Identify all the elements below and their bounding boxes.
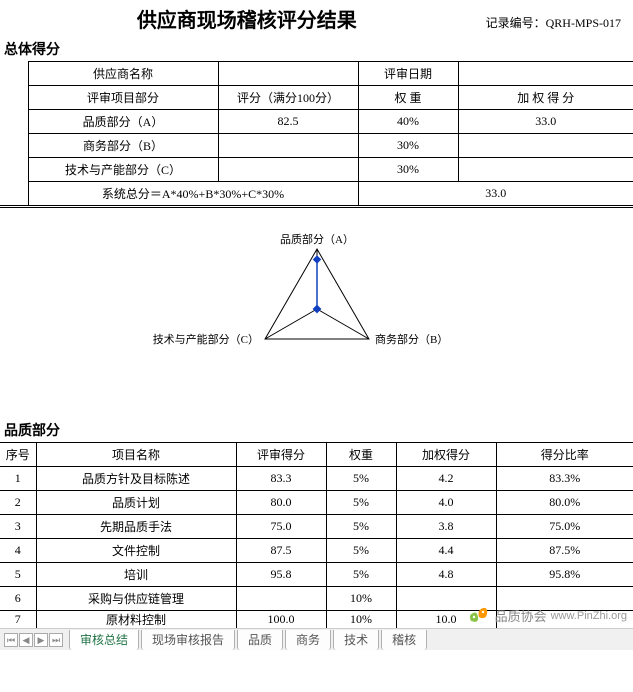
q-row-ratio: 83.3% — [496, 467, 633, 491]
sheet-tab[interactable]: 审核总结 — [69, 630, 139, 650]
watermark-url: www.PinZhi.org — [551, 610, 627, 622]
overall-row-weight: 40% — [358, 110, 458, 134]
q-row-score: 100.0 — [236, 611, 326, 629]
q-row-ratio: 87.5% — [496, 539, 633, 563]
tab-nav-last-icon[interactable]: ⏭ — [49, 633, 63, 647]
q-row-name: 采购与供应链管理 — [36, 587, 236, 611]
q-row-weighted: 3.8 — [396, 515, 496, 539]
q-row-name: 先期品质手法 — [36, 515, 236, 539]
q-row-name: 文件控制 — [36, 539, 236, 563]
q-row-seq: 7 — [0, 611, 36, 629]
q-row-ratio: 75.0% — [496, 515, 633, 539]
q-row-seq: 3 — [0, 515, 36, 539]
record-number: 记录编号：QRH-MPS-017 — [486, 14, 621, 31]
tab-nav-prev-icon[interactable]: ◀ — [19, 633, 33, 647]
q-row-score: 87.5 — [236, 539, 326, 563]
overall-row-weight: 30% — [358, 158, 458, 182]
overall-row-score — [218, 134, 358, 158]
weighted-header: 加 权 得 分 — [458, 86, 633, 110]
sheet-tab[interactable]: 现场审核报告 — [141, 630, 235, 650]
q-header-seq: 序号 — [0, 443, 36, 467]
watermark-logo-icon — [465, 603, 491, 628]
radar-chart: 品质部分（A） 商务部分（B） 技术与产能部分（C） — [0, 208, 633, 390]
total-value: 33.0 — [358, 182, 633, 206]
q-row-seq: 4 — [0, 539, 36, 563]
q-row-ratio: 95.8% — [496, 563, 633, 587]
tab-nav-first-icon[interactable]: ⏮ — [4, 633, 18, 647]
q-row-name: 培训 — [36, 563, 236, 587]
supplier-name-label: 供应商名称 — [28, 62, 218, 86]
overall-row-score: 82.5 — [218, 110, 358, 134]
overall-table: 供应商名称 评审日期 评审项目部分 评分（满分100分） 权 重 加 权 得 分… — [0, 61, 633, 206]
q-row-weighted: 4.0 — [396, 491, 496, 515]
overall-row-weight: 30% — [358, 134, 458, 158]
page-title: 供应商现场稽核评分结果 — [8, 4, 486, 33]
q-header-weight: 权重 — [326, 443, 396, 467]
supplier-name-value — [218, 62, 358, 86]
q-row-seq: 5 — [0, 563, 36, 587]
quality-table: 序号 项目名称 评审得分 权重 加权得分 得分比率 1品质方针及目标陈述83.3… — [0, 442, 633, 628]
q-row-weight: 5% — [326, 563, 396, 587]
q-row-score: 75.0 — [236, 515, 326, 539]
q-row-score — [236, 587, 326, 611]
review-date-label: 评审日期 — [358, 62, 458, 86]
weight-header: 权 重 — [358, 86, 458, 110]
q-row-weight: 5% — [326, 539, 396, 563]
q-row-seq: 1 — [0, 467, 36, 491]
q-row-weight: 5% — [326, 491, 396, 515]
q-row-weight: 5% — [326, 467, 396, 491]
q-row-weighted: 4.4 — [396, 539, 496, 563]
svg-text:商务部分（B）: 商务部分（B） — [374, 332, 447, 346]
overall-section-title: 总体得分 — [0, 37, 633, 61]
project-header: 评审项目部分 — [28, 86, 218, 110]
overall-row-name: 品质部分（A） — [28, 110, 218, 134]
watermark-cn: 品质协会 — [495, 606, 547, 625]
q-row-weight: 10% — [326, 611, 396, 629]
watermark: 品质协会 www.PinZhi.org — [465, 603, 627, 628]
q-row-name: 品质方针及目标陈述 — [36, 467, 236, 491]
q-row-seq: 6 — [0, 587, 36, 611]
overall-row-name: 商务部分（B） — [28, 134, 218, 158]
formula-label: 系统总分＝A*40%+B*30%+C*30% — [28, 182, 358, 206]
svg-text:品质部分（A）: 品质部分（A） — [280, 232, 354, 246]
overall-row-weighted: 33.0 — [458, 110, 633, 134]
quality-section-title: 品质部分 — [0, 418, 633, 442]
overall-row-score — [218, 158, 358, 182]
q-row-score: 80.0 — [236, 491, 326, 515]
q-row-score: 95.8 — [236, 563, 326, 587]
q-row-weighted: 4.2 — [396, 467, 496, 491]
score-header: 评分（满分100分） — [218, 86, 358, 110]
q-header-score: 评审得分 — [236, 443, 326, 467]
sheet-tab[interactable]: 品质 — [237, 630, 283, 650]
overall-row-weighted — [458, 158, 633, 182]
q-row-weight: 10% — [326, 587, 396, 611]
sheet-tab[interactable]: 商务 — [285, 630, 331, 650]
tab-nav-next-icon[interactable]: ▶ — [34, 633, 48, 647]
svg-text:技术与产能部分（C）: 技术与产能部分（C） — [152, 332, 258, 346]
overall-row-name: 技术与产能部分（C） — [28, 158, 218, 182]
sheet-tabs-bar: ⏮ ◀ ▶ ⏭ 审核总结现场审核报告品质商务技术稽核 — [0, 628, 633, 650]
review-date-value — [458, 62, 633, 86]
q-row-name: 品质计划 — [36, 491, 236, 515]
q-row-ratio: 80.0% — [496, 491, 633, 515]
sheet-tab[interactable]: 稽核 — [381, 630, 427, 650]
q-row-seq: 2 — [0, 491, 36, 515]
q-row-score: 83.3 — [236, 467, 326, 491]
q-row-name: 原材料控制 — [36, 611, 236, 629]
q-header-weighted: 加权得分 — [396, 443, 496, 467]
overall-row-weighted — [458, 134, 633, 158]
q-header-name: 项目名称 — [36, 443, 236, 467]
q-row-weighted: 4.8 — [396, 563, 496, 587]
q-header-ratio: 得分比率 — [496, 443, 633, 467]
sheet-tab[interactable]: 技术 — [333, 630, 379, 650]
q-row-weight: 5% — [326, 515, 396, 539]
